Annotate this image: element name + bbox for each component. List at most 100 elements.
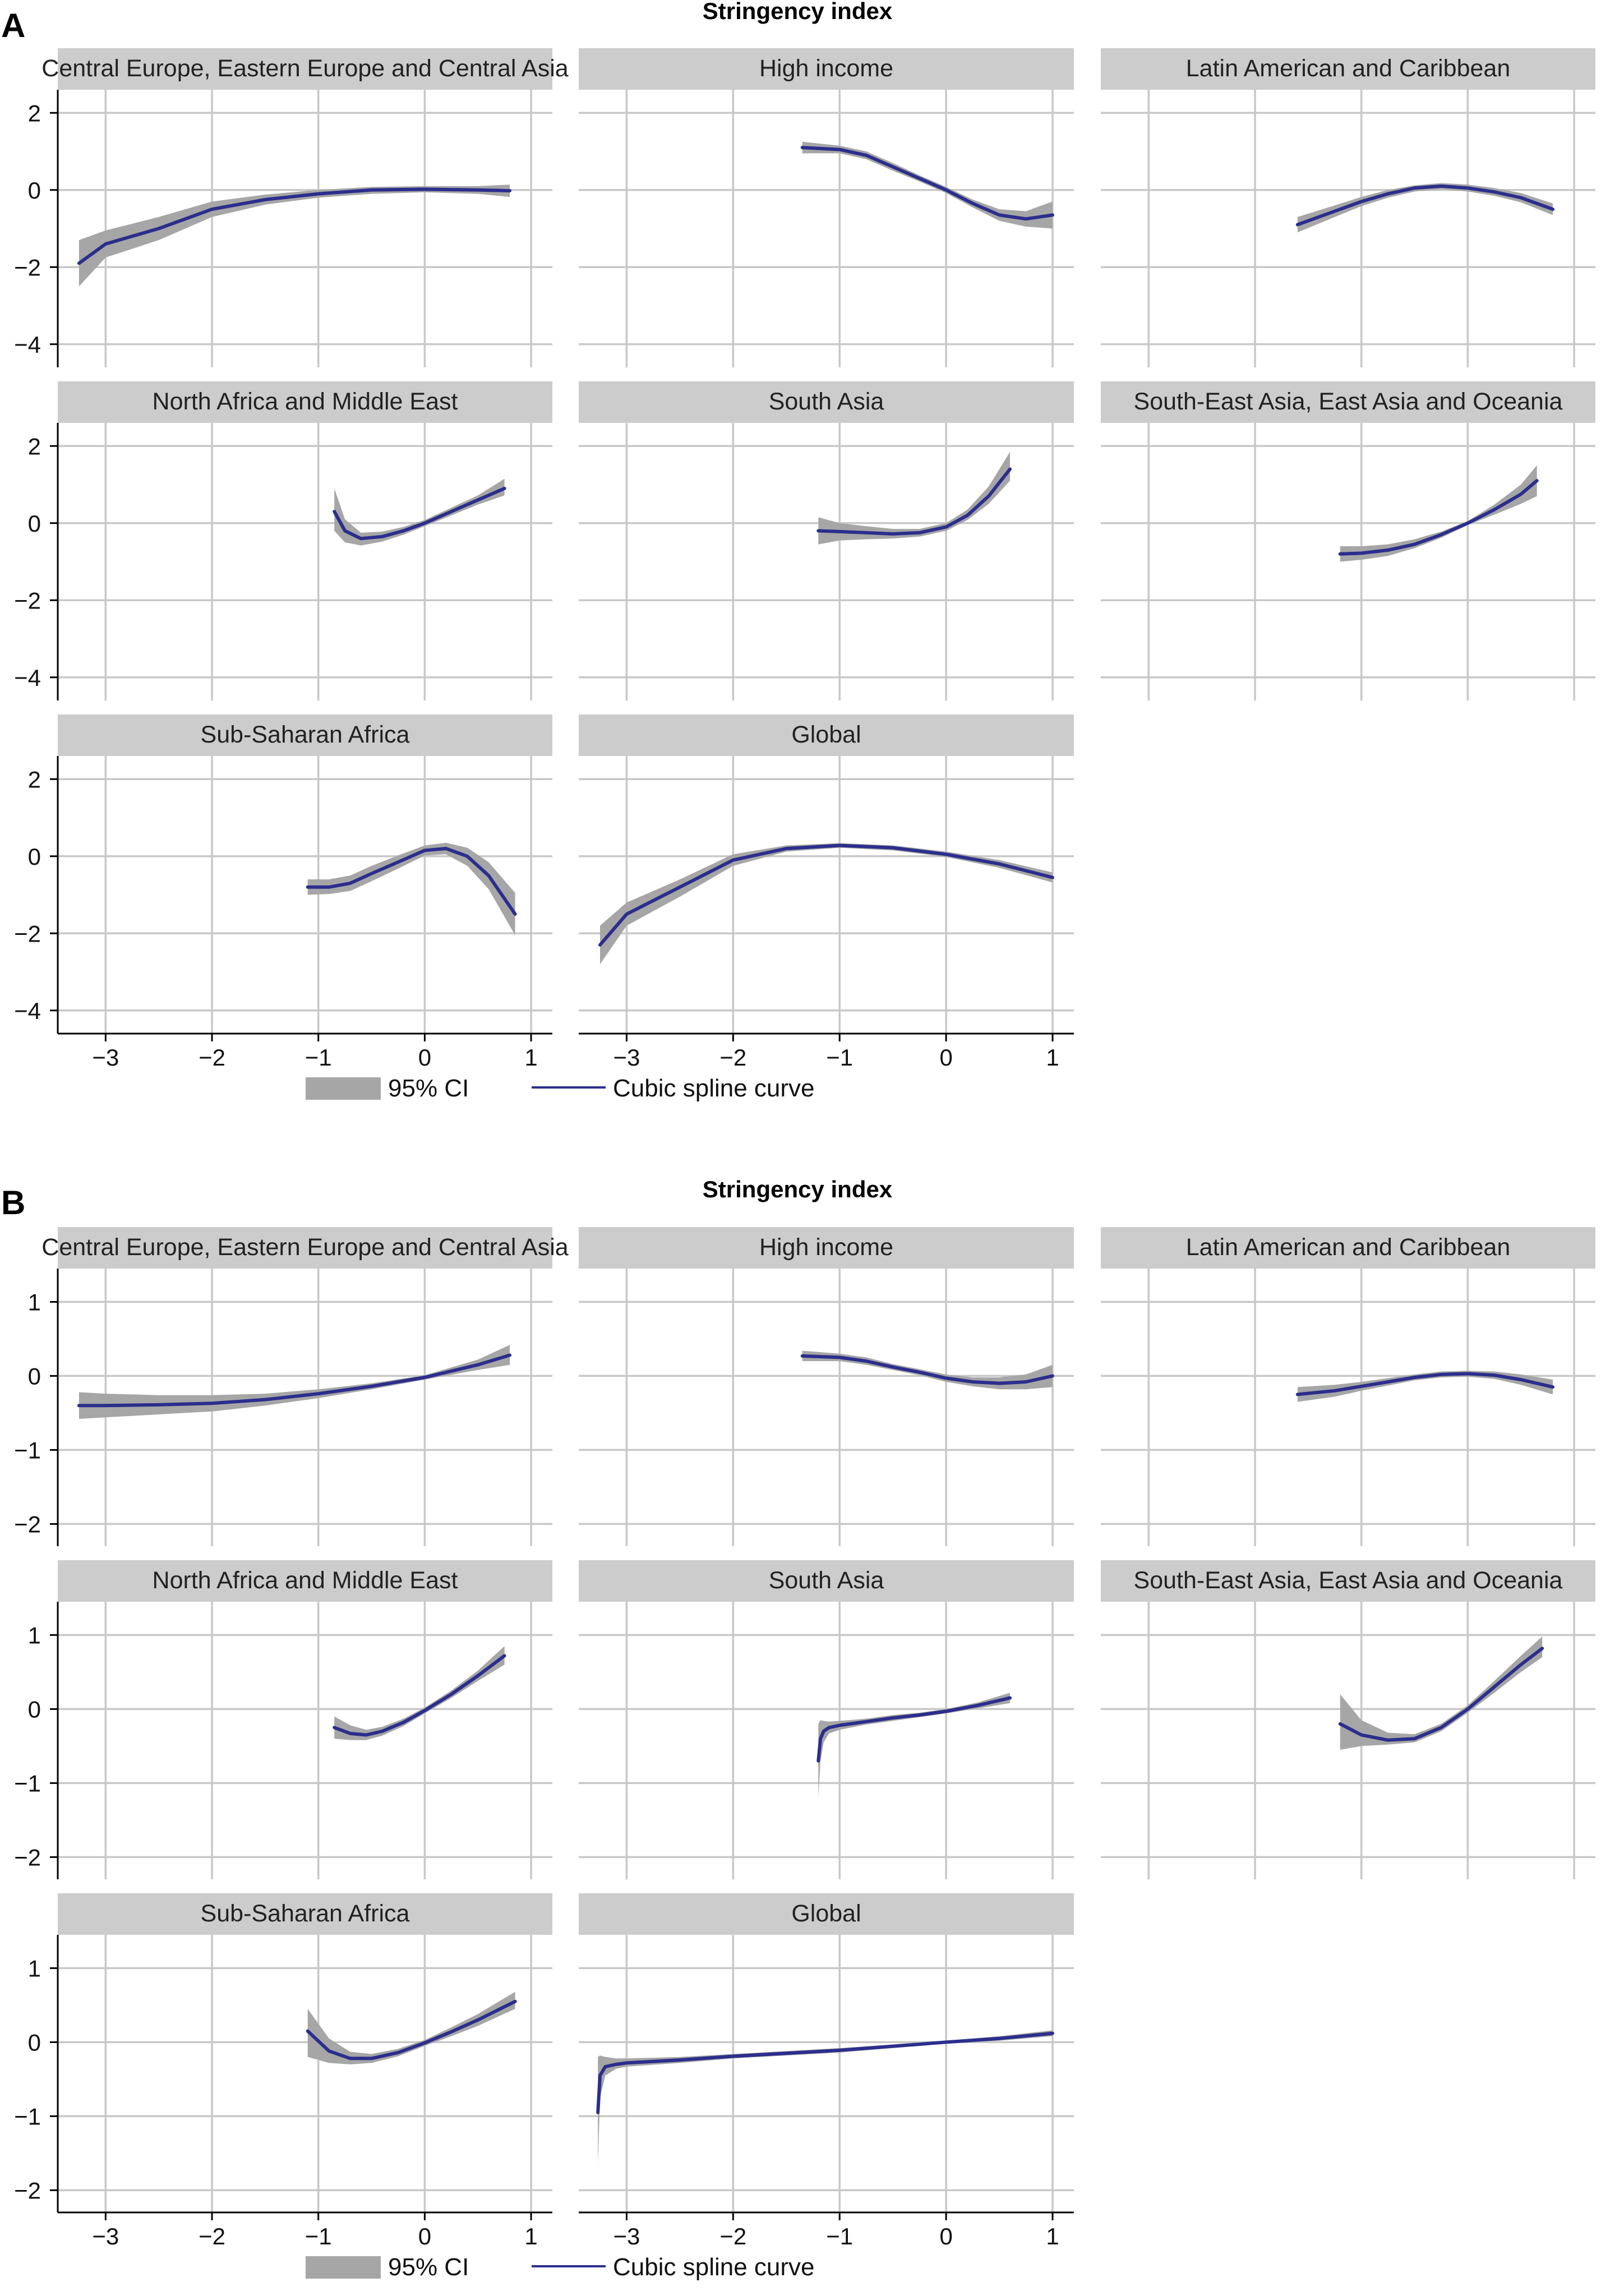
x-tick-label: 1: [524, 1044, 537, 1071]
x-tick-label: −3: [92, 1044, 119, 1071]
legend-b: 95% CI Cubic spline curve: [306, 2253, 815, 2281]
facet-strip: [579, 1560, 1074, 1602]
facet-strip: [1101, 48, 1595, 90]
x-tick-label: −3: [613, 2223, 640, 2249]
facet-title: North Africa and Middle East: [153, 1567, 458, 1594]
legend-ci-label: 95% CI: [388, 1075, 469, 1102]
legend-ci-swatch: [306, 2256, 381, 2279]
ci-band: [600, 843, 1053, 965]
y-tick-label: −4: [14, 331, 41, 358]
facet-latin-american-and-caribbean: Latin American and Caribbean: [1101, 1227, 1595, 1546]
x-tick-label: −2: [199, 2223, 225, 2249]
y-tick-label: 2: [28, 766, 41, 792]
legend-ci-label: 95% CI: [388, 2253, 469, 2281]
y-tick-label: 1: [28, 1289, 41, 1315]
y-tick-label: −2: [14, 1511, 41, 1537]
y-tick-label: −2: [14, 920, 41, 947]
figure-a: A Stringency index Central Europe, Eastern…: [1, 0, 1595, 1102]
facet-title: Global: [791, 1900, 861, 1927]
facet-strip: [579, 714, 1074, 756]
facet-title: Sub-Saharan Africa: [201, 721, 410, 748]
y-tick-label: 1: [28, 1622, 41, 1648]
y-tick-label: −1: [14, 1770, 41, 1796]
y-tick-label: −2: [14, 1844, 41, 1870]
facet-strip: [1101, 381, 1595, 423]
legend-a: 95% CI Cubic spline curve: [306, 1075, 815, 1102]
spline-curve: [306, 1999, 517, 2060]
facet-high-income: High income: [579, 1227, 1074, 1546]
ci-band: [307, 1991, 515, 2064]
x-tick-label: −2: [719, 1044, 746, 1071]
facet-title: Global: [791, 721, 861, 748]
facet-global: Global −3 −2 −1 0 1: [579, 714, 1074, 1071]
y-tick-label: 0: [28, 510, 41, 537]
x-tick-label: −1: [826, 1044, 853, 1071]
spline-curve: [1338, 479, 1539, 556]
y-tick-label: −2: [14, 587, 41, 614]
y-tick-label: −2: [14, 2177, 41, 2203]
facet-title: South-East Asia, East Asia and Oceania: [1134, 388, 1563, 415]
facet-south-asia: South Asia: [579, 381, 1074, 700]
facet-central-europe-eastern-europe-and-central-asia: Central Europe, Eastern Europe and Centr…: [14, 1227, 569, 1546]
y-tick-label: 0: [28, 1363, 41, 1389]
facet-sub-saharan-africa: Sub-Saharan Africa 1 0 −1 −2 −3 −2 −1 0 1: [14, 1893, 552, 2249]
facet-north-africa-and-middle-east: North Africa and Middle East 2 0 −2 −4: [14, 381, 552, 700]
x-tick-label: −3: [92, 2223, 119, 2249]
facet-title: Latin American and Caribbean: [1186, 55, 1510, 82]
x-tick-label: −2: [719, 2223, 746, 2249]
spline-curve: [800, 1354, 1054, 1385]
facet-strip: [58, 1560, 552, 1602]
ci-band: [334, 1646, 505, 1740]
ci-band: [307, 842, 515, 935]
spline-curve: [816, 1696, 1012, 1763]
spline-curve: [598, 843, 1054, 947]
x-tick-label: 1: [1046, 1044, 1059, 1071]
y-tick-label: 0: [28, 2029, 41, 2055]
y-tick-label: −1: [14, 2103, 41, 2129]
y-tick-label: 2: [28, 100, 41, 126]
spline-curve: [1295, 1372, 1555, 1396]
x-tick-label: 1: [1046, 2223, 1059, 2249]
figure-b: B Stringency index Central Europe, Eastern…: [1, 1176, 1595, 2281]
facet-strip: [1101, 1560, 1595, 1602]
facet-strip: [58, 1227, 552, 1269]
x-tick-label: 1: [524, 2223, 537, 2249]
y-tick-label: 0: [28, 1696, 41, 1722]
panel-letter-b: B: [1, 1184, 25, 1221]
y-tick-label: −4: [14, 998, 41, 1024]
facet-strip: [579, 1893, 1074, 1935]
y-tick-label: 0: [28, 843, 41, 870]
spline-curve: [77, 1353, 512, 1408]
ci-band: [79, 185, 510, 287]
spline-curve: [800, 146, 1054, 221]
ci-band: [818, 1693, 1011, 1798]
facet-sub-saharan-africa: Sub-Saharan Africa 2 0 −2 −4 −3 −2 −1 0 1: [14, 714, 552, 1071]
facet-high-income: High income: [579, 48, 1074, 367]
x-tick-label: 0: [418, 2223, 431, 2249]
facet-central-europe-eastern-europe-and-central-asia: Central Europe, Eastern Europe and Centr…: [14, 48, 569, 367]
y-tick-label: −1: [14, 1437, 41, 1463]
spline-curve: [306, 847, 517, 916]
spline-curve: [333, 486, 506, 541]
facet-strip: [58, 1893, 552, 1935]
y-tick-label: 1: [28, 1955, 41, 1981]
x-tick-label: 0: [418, 1044, 431, 1071]
spline-curve: [1338, 1647, 1544, 1742]
facet-title: South Asia: [769, 1567, 884, 1594]
x-tick-label: −1: [826, 2223, 853, 2249]
y-tick-label: −2: [14, 254, 41, 280]
facet-title: Central Europe, Eastern Europe and Centr…: [41, 1234, 568, 1261]
facet-strip: [1101, 1227, 1595, 1269]
y-tick-label: 2: [28, 433, 41, 459]
x-tick-label: −1: [305, 1044, 332, 1071]
y-tick-label: −4: [14, 665, 41, 691]
x-tick-label: 0: [939, 2223, 952, 2249]
facet-title: South-East Asia, East Asia and Oceania: [1134, 1567, 1563, 1594]
legend-ci-swatch: [306, 1077, 381, 1100]
facet-title: High income: [759, 55, 893, 82]
ci-band: [334, 478, 505, 546]
facet-title: South Asia: [769, 388, 884, 415]
facet-strip: [58, 381, 552, 423]
y-tick-label: 0: [28, 177, 41, 204]
